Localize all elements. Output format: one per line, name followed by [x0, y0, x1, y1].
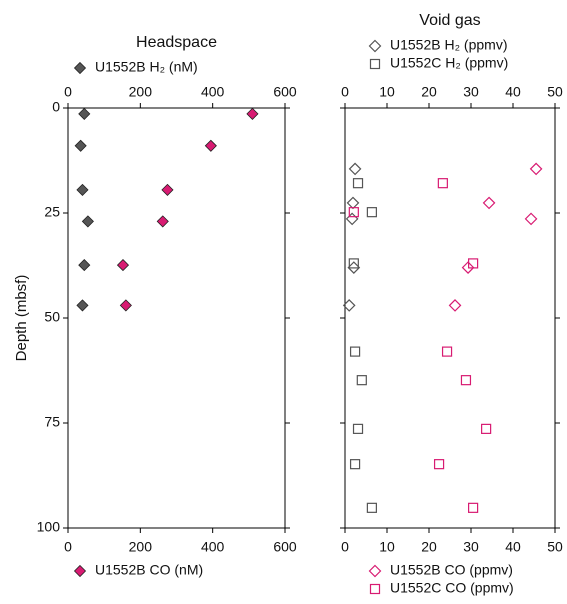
legend-marker	[369, 58, 381, 70]
panel-title: Void gas	[419, 12, 480, 29]
data-point	[468, 502, 479, 513]
data-point	[76, 299, 89, 312]
data-point	[116, 259, 130, 272]
data-point	[81, 215, 94, 228]
legend-label: U1552B H₂ (nM)	[95, 59, 198, 75]
x-tick-label: 20	[421, 539, 437, 555]
data-point	[342, 299, 356, 312]
legend-label: U1552C CO (ppmv)	[390, 580, 514, 596]
x-tick-label: 200	[129, 539, 153, 555]
y-tick-label: 0	[52, 99, 60, 115]
y-tick-label: 25	[44, 204, 60, 220]
data-point	[348, 207, 359, 218]
data-point	[366, 207, 377, 218]
data-point	[437, 178, 448, 189]
data-point	[460, 375, 472, 386]
plot-frame	[67, 107, 286, 529]
x-tick-label: 50	[547, 539, 563, 555]
data-point	[524, 212, 538, 226]
x-tick-label: 0	[64, 84, 72, 100]
data-point	[349, 459, 361, 470]
data-point	[433, 459, 445, 470]
data-point	[156, 215, 169, 228]
data-point	[529, 162, 543, 176]
legend-marker	[73, 564, 87, 578]
x-tick-label: 30	[463, 84, 479, 100]
data-point	[352, 423, 364, 434]
data-point	[481, 423, 492, 434]
data-point	[204, 139, 217, 152]
data-point	[461, 261, 475, 274]
data-point	[78, 107, 91, 120]
plot-frame	[344, 107, 556, 529]
y-axis-label: Depth (mbsf)	[13, 275, 30, 362]
data-point	[356, 375, 367, 386]
data-point	[349, 346, 361, 357]
x-tick-label: 0	[64, 539, 72, 555]
y-tick-label: 50	[44, 309, 60, 325]
data-point	[468, 258, 479, 269]
data-point	[345, 212, 359, 226]
legend-marker	[369, 583, 381, 595]
legend-marker	[368, 564, 382, 578]
x-tick-label: 40	[505, 84, 521, 100]
x-tick-label: 40	[505, 539, 521, 555]
panel-title: Headspace	[136, 34, 217, 51]
x-tick-label: 0	[341, 539, 349, 555]
data-point	[246, 107, 259, 120]
data-point	[161, 183, 174, 196]
data-point	[441, 346, 453, 357]
data-point	[119, 299, 132, 312]
x-tick-label: 0	[341, 84, 349, 100]
x-tick-label: 10	[379, 84, 395, 100]
x-tick-label: 400	[201, 539, 225, 555]
x-tick-label: 30	[463, 539, 479, 555]
data-point	[74, 139, 87, 152]
data-point	[348, 258, 359, 269]
data-point	[78, 259, 91, 272]
data-point	[347, 261, 361, 274]
x-tick-label: 400	[201, 84, 225, 100]
x-tick-label: 20	[421, 84, 437, 100]
x-tick-label: 600	[273, 539, 297, 555]
data-point	[348, 162, 362, 176]
x-tick-label: 10	[379, 539, 395, 555]
x-tick-label: 50	[547, 84, 563, 100]
data-point	[482, 196, 496, 210]
y-tick-label: 100	[37, 519, 61, 535]
legend-label: U1552B CO (ppmv)	[390, 562, 513, 578]
data-point	[448, 299, 462, 312]
legend-marker	[368, 39, 382, 53]
y-tick-label: 75	[44, 414, 60, 430]
data-point	[352, 178, 364, 189]
legend-label: U1552B H₂ (ppmv)	[390, 37, 507, 53]
data-point	[366, 502, 377, 513]
x-tick-label: 200	[129, 84, 153, 100]
legend-label: U1552B CO (nM)	[95, 562, 203, 578]
data-point	[76, 183, 89, 196]
legend-label: U1552C H₂ (ppmv)	[390, 55, 508, 71]
legend-marker	[73, 61, 87, 75]
x-tick-label: 600	[273, 84, 297, 100]
data-point	[346, 196, 360, 210]
